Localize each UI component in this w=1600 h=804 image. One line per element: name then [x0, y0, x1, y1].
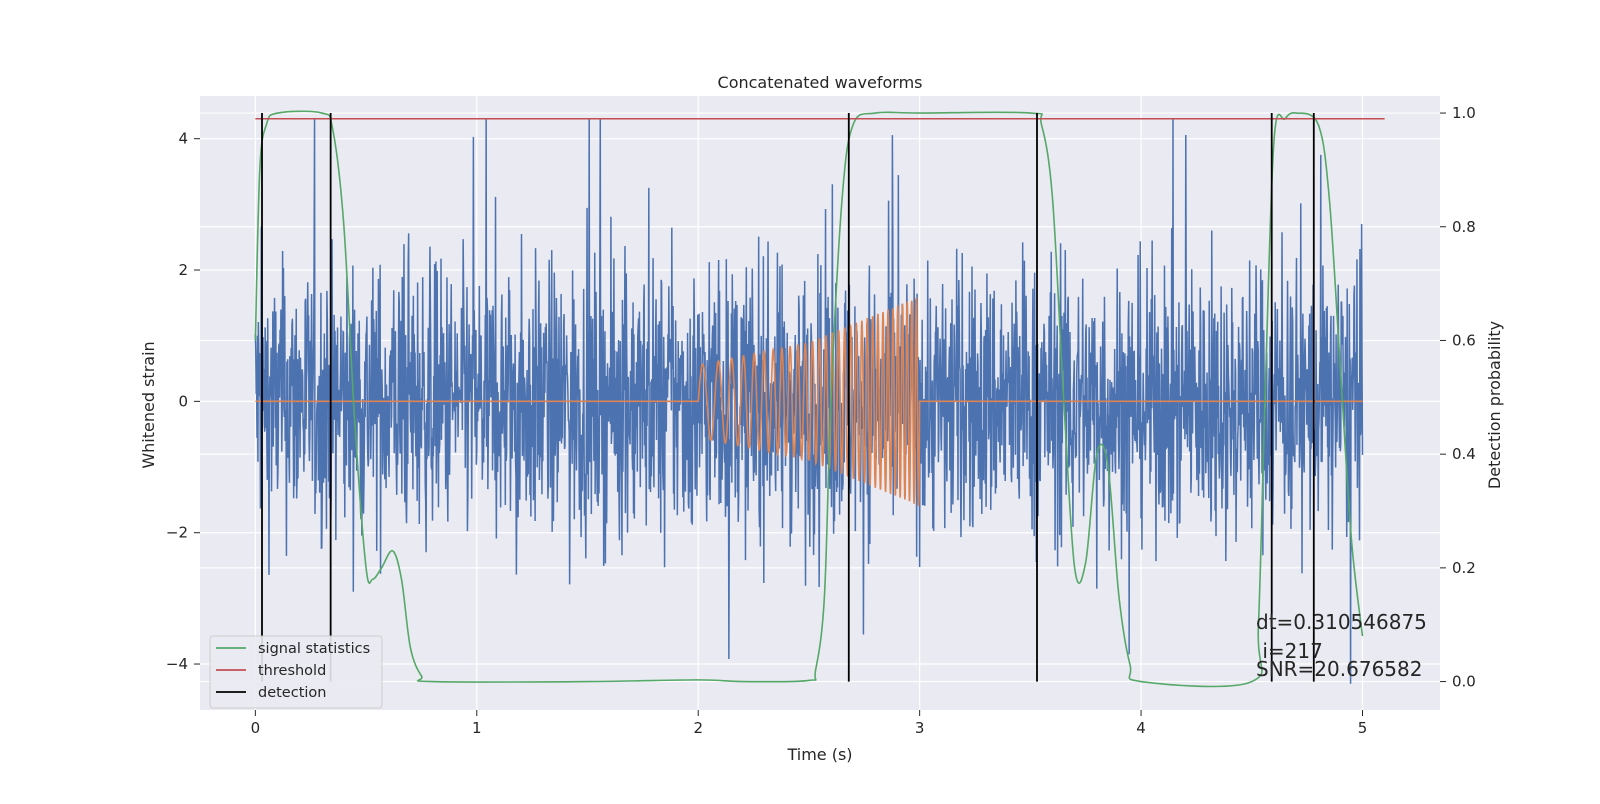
annotation-snr: SNR=20.676582 [1256, 657, 1422, 681]
y-right-tick-label-0: 0.0 [1452, 673, 1476, 691]
y-left-tick-label-3: 2 [178, 261, 188, 279]
y-axis-label-right: Detection probability [1485, 321, 1504, 489]
chart-title: Concatenated waveforms [718, 73, 923, 92]
series-injected-signal [255, 297, 1363, 506]
x-tick-label-2: 2 [693, 719, 703, 737]
y-left-tick-label-4: 4 [178, 130, 188, 148]
x-tick-label-0: 0 [251, 719, 261, 737]
x-tick-label-3: 3 [915, 719, 925, 737]
legend-label-detection: detection [258, 685, 326, 701]
x-axis-label: Time (s) [786, 745, 852, 764]
x-tick-label-1: 1 [472, 719, 482, 737]
y-right-tick-label-4: 0.8 [1452, 218, 1476, 236]
annotations: dt=0.310546875 i=217 SNR=20.676582 [1256, 610, 1427, 681]
detections [261, 113, 1315, 682]
legend-box [209, 635, 383, 709]
series-signal-statistics [254, 110, 1364, 688]
y-left-tick-label-0: −4 [166, 655, 188, 673]
y-left-tick-label-1: −2 [166, 524, 188, 542]
y-left-tick-label-2: 0 [178, 392, 188, 410]
x-tick-label-5: 5 [1358, 719, 1368, 737]
y-right-tick-label-3: 0.6 [1452, 331, 1476, 349]
x-tick-label-4: 4 [1136, 719, 1146, 737]
series-strain-noise [254, 118, 1364, 684]
annotation-index: i=217 [1256, 639, 1323, 663]
legend-label-signal-statistics: signal statistics [258, 641, 370, 657]
ticks: 0 1 2 3 4 5 −4 −2 0 2 4 0.0 0.2 0.4 0.6 0.8 1.0 [166, 104, 1476, 737]
y-right-tick-label-5: 1.0 [1452, 104, 1476, 122]
y-axis-label-left: Whitened strain [139, 341, 158, 468]
legend: signal statistics threshold detection [209, 635, 383, 709]
annotation-dt: dt=0.310546875 [1256, 610, 1427, 634]
y-right-tick-label-1: 0.2 [1452, 559, 1476, 577]
y-right-tick-label-2: 0.4 [1452, 445, 1476, 463]
plot-area [254, 110, 1385, 688]
legend-label-threshold: threshold [258, 663, 326, 679]
